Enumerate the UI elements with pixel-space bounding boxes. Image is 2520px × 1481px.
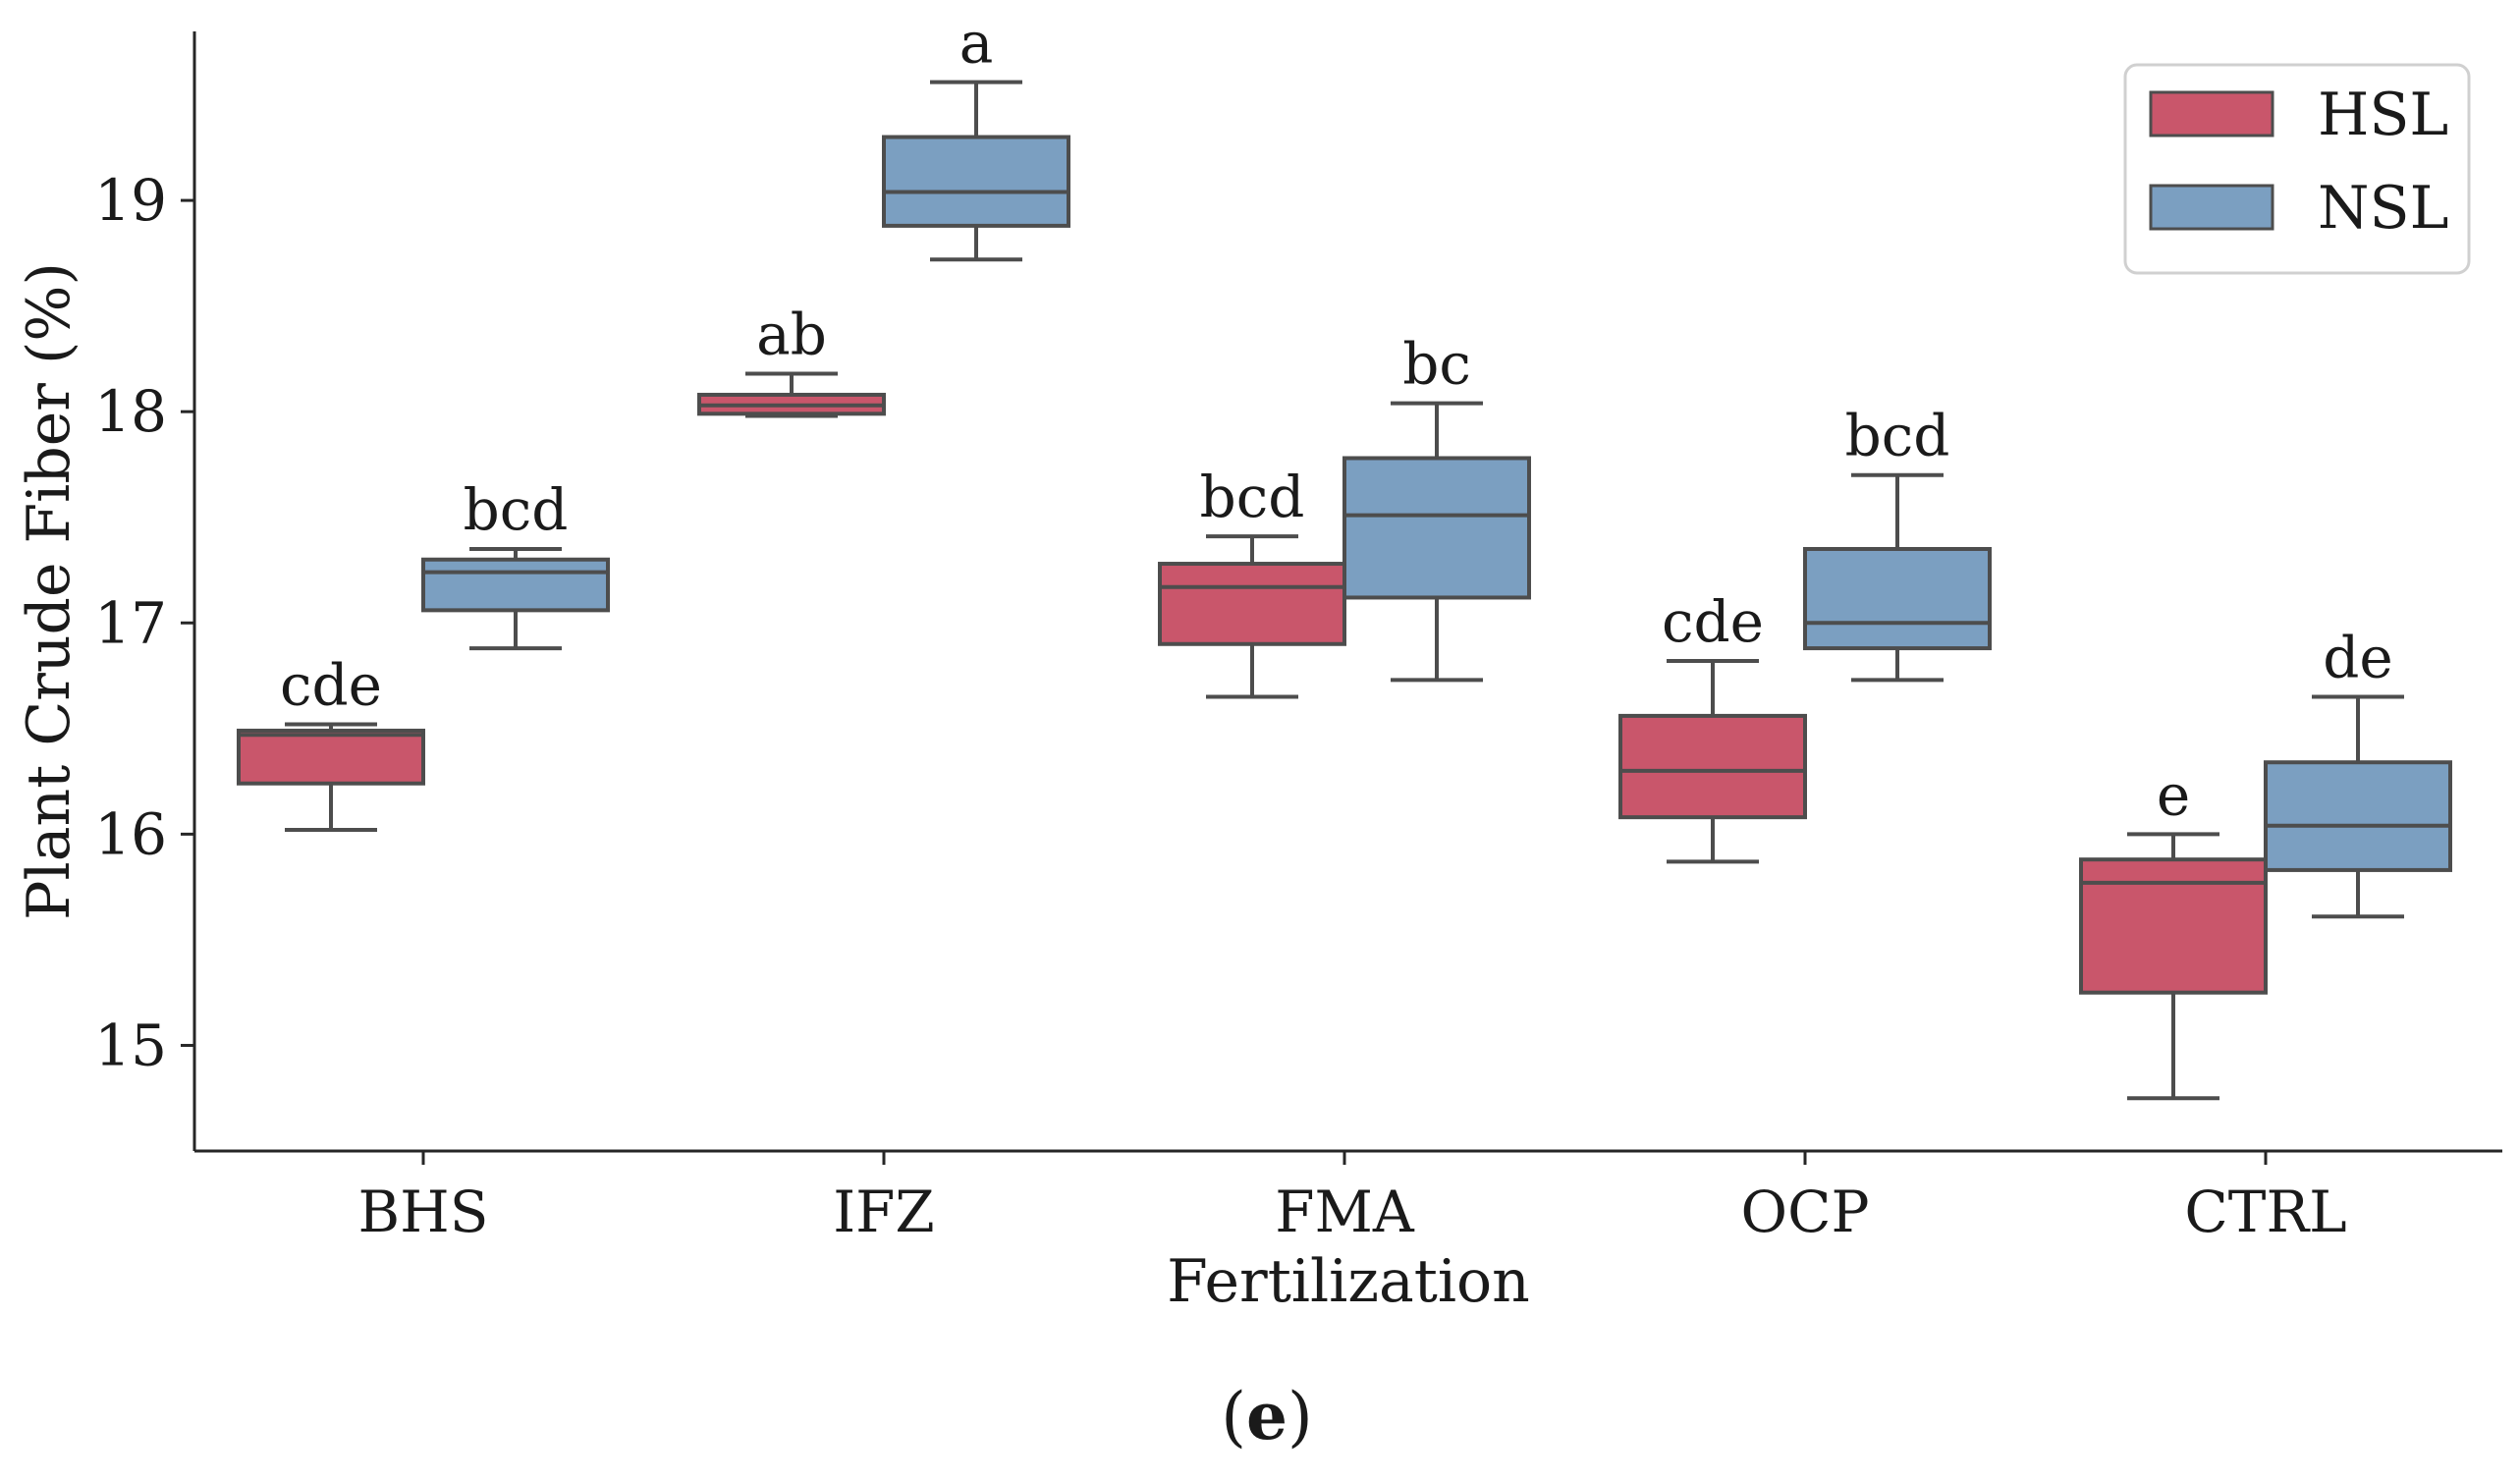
x-tick-label-ifz: IFZ xyxy=(833,1179,934,1245)
y-tick-label: 17 xyxy=(94,589,167,656)
box-nsl-fma xyxy=(1342,401,1531,683)
iqr-box xyxy=(1803,546,1992,651)
iqr-box xyxy=(2264,760,2452,872)
x-tick-label-ctrl: CTRL xyxy=(2184,1179,2346,1245)
significance-label: de xyxy=(2323,625,2392,691)
significance-label: bcd xyxy=(1200,464,1305,530)
significance-label: bcd xyxy=(464,476,569,543)
caption-open-paren: ( xyxy=(1221,1379,1246,1454)
significance-labels: cde ab bcd cde e bcd a bc bcd de xyxy=(280,10,2393,829)
significance-label: bc xyxy=(1402,331,1471,398)
iqr-box xyxy=(1158,562,1346,646)
iqr-box xyxy=(882,135,1070,228)
legend: HSL NSL xyxy=(2123,63,2471,275)
y-tick-label: 15 xyxy=(94,1012,167,1078)
x-tick-label-ocp: OCP xyxy=(1741,1179,1870,1245)
y-axis-title: Plant Crude Fiber (%) xyxy=(15,262,83,920)
box-hsl-ctrl xyxy=(2079,832,2268,1101)
iqr-box xyxy=(1618,713,1807,820)
legend-label-hsl: HSL xyxy=(2318,81,2448,149)
caption-close-paren: ) xyxy=(1287,1379,1313,1454)
caption-letter: e xyxy=(1246,1378,1287,1454)
box-nsl-bhs xyxy=(421,546,610,651)
box-nsl-ifz xyxy=(882,80,1070,262)
significance-label: cde xyxy=(280,652,382,719)
panel-caption: (e) xyxy=(1221,1378,1313,1454)
significance-label: a xyxy=(959,10,994,77)
y-tick-label: 18 xyxy=(94,378,167,445)
box-hsl-ocp xyxy=(1618,658,1807,864)
box-hsl-ifz xyxy=(697,371,886,418)
significance-label: cde xyxy=(1662,588,1764,655)
x-tick-label-fma: FMA xyxy=(1275,1179,1415,1245)
legend-swatch-hsl xyxy=(2149,90,2274,137)
legend-label-nsl: NSL xyxy=(2318,174,2448,243)
x-axis-title: Fertilization xyxy=(1167,1247,1530,1316)
box-hsl-fma xyxy=(1158,534,1346,699)
box-nsl-ocp xyxy=(1803,472,1992,683)
iqr-box xyxy=(2079,857,2268,995)
box-hsl-bhs xyxy=(237,722,425,833)
x-axis-ticks: BHS IFZ FMA OCP CTRL xyxy=(358,1151,2347,1245)
legend-swatch-nsl xyxy=(2149,184,2274,231)
box-nsl-ctrl xyxy=(2264,694,2452,919)
x-tick-label-bhs: BHS xyxy=(358,1179,489,1245)
significance-label: bcd xyxy=(1845,403,1950,469)
y-tick-label: 16 xyxy=(94,800,167,867)
y-axis-ticks: 15 16 17 18 19 xyxy=(94,167,194,1078)
box-series xyxy=(237,80,2452,1101)
y-tick-label: 19 xyxy=(94,167,167,234)
significance-label: ab xyxy=(756,301,827,367)
iqr-box xyxy=(421,557,610,613)
significance-label: e xyxy=(2157,761,2190,828)
iqr-box xyxy=(1342,456,1531,600)
iqr-box xyxy=(237,728,425,786)
